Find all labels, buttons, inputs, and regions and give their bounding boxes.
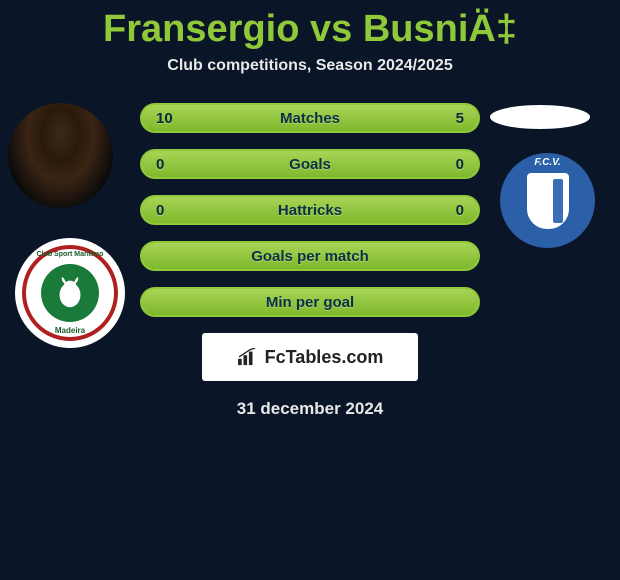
club1-top-text: Club Sport Maritimo <box>37 251 104 258</box>
date-text: 31 december 2024 <box>0 399 620 419</box>
stat-left-value: 0 <box>156 202 164 219</box>
stat-left-value: 10 <box>156 110 173 127</box>
stat-bar-hattricks: 0 Hattricks 0 <box>140 195 480 225</box>
player2-photo <box>490 105 590 129</box>
club1-bottom-text: Madeira <box>55 326 85 335</box>
stat-bar-goals: 0 Goals 0 <box>140 149 480 179</box>
club2-text: F.C.V. <box>500 157 595 168</box>
stat-label: Matches <box>280 110 340 127</box>
subtitle: Club competitions, Season 2024/2025 <box>0 57 620 75</box>
stat-left-value: 0 <box>156 156 164 173</box>
club1-lion-icon <box>41 264 99 322</box>
player2-club-badge: F.C.V. <box>500 153 595 248</box>
player1-photo <box>8 103 113 208</box>
stat-right-value: 0 <box>456 156 464 173</box>
club2-shield-icon <box>527 173 569 229</box>
stat-label: Goals per match <box>251 248 369 265</box>
stat-bar-min-per-goal: Min per goal <box>140 287 480 317</box>
stat-bar-goals-per-match: Goals per match <box>140 241 480 271</box>
stat-label: Hattricks <box>278 202 342 219</box>
stat-right-value: 0 <box>456 202 464 219</box>
stat-bar-matches: 10 Matches 5 <box>140 103 480 133</box>
comparison-content: Club Sport Maritimo Madeira F.C.V. 10 Ma… <box>0 103 620 419</box>
fctables-logo[interactable]: FcTables.com <box>202 333 418 381</box>
stat-label: Min per goal <box>266 294 354 311</box>
logo-text: FcTables.com <box>265 347 384 368</box>
player1-club-badge: Club Sport Maritimo Madeira <box>15 238 125 348</box>
stat-label: Goals <box>289 156 331 173</box>
page-title: Fransergio vs BusniÄ‡ <box>0 0 620 51</box>
stat-bars: 10 Matches 5 0 Goals 0 0 Hattricks 0 Goa… <box>140 103 480 317</box>
stat-right-value: 5 <box>456 110 464 127</box>
chart-icon <box>237 348 259 366</box>
